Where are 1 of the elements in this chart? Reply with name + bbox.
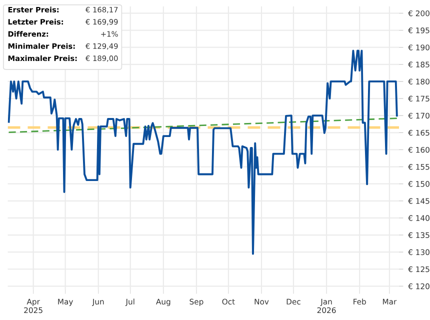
line-series	[8, 50, 398, 255]
